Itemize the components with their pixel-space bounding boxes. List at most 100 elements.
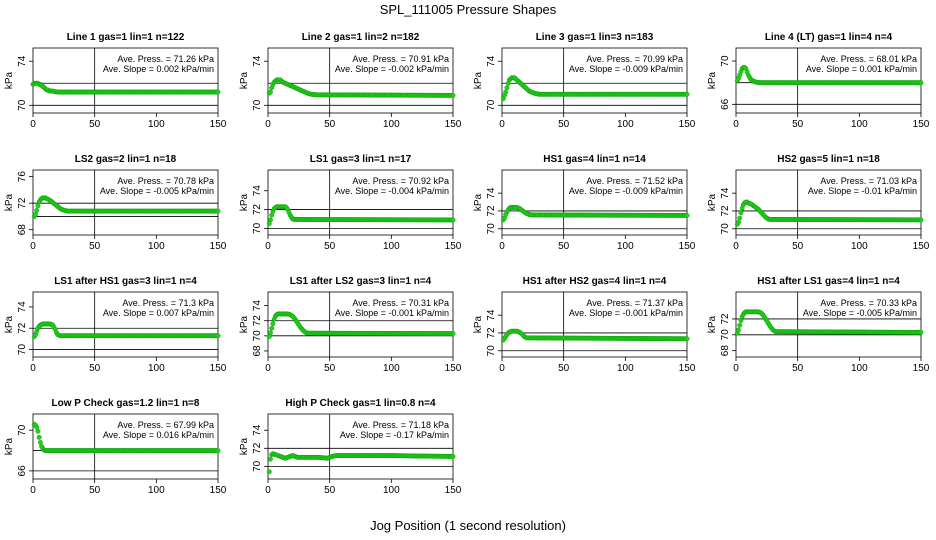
y-tick-label: 66 (17, 465, 28, 477)
panel-title: LS1 after LS2 gas=3 lin=1 n=4 (290, 276, 432, 287)
y-tick-label: 74 (252, 424, 263, 436)
data-point (504, 85, 510, 91)
y-axis-label: kPa (707, 315, 718, 333)
x-tick-label: 0 (265, 485, 271, 496)
data-point (215, 448, 221, 454)
annotation-line-2: Ave. Slope = 0.002 kPa/min (103, 64, 214, 74)
x-tick-label: 150 (210, 485, 227, 496)
data-point (215, 89, 221, 95)
x-tick-label: 0 (30, 485, 36, 496)
panel-title: LS2 gas=2 lin=1 n=18 (75, 154, 177, 165)
data-point (268, 89, 273, 95)
x-tick-label: 50 (792, 363, 804, 374)
x-tick-label: 100 (851, 119, 868, 130)
x-tick-label: 100 (617, 241, 634, 252)
x-tick-label: 0 (265, 363, 271, 374)
y-tick-label: 74 (486, 55, 497, 67)
plot-frame (32, 291, 219, 358)
annotation-line-1: Ave. Press. = 70.91 kPa (352, 54, 449, 64)
y-tick-label: 66 (720, 98, 731, 110)
y-axis-label: kPa (239, 315, 250, 333)
x-tick-label: 100 (383, 485, 400, 496)
x-tick-label: 150 (679, 363, 696, 374)
plot-frame (735, 291, 922, 358)
annotation-line-1: Ave. Press. = 71.18 kPa (352, 420, 449, 430)
data-point (736, 327, 741, 333)
x-tick-label: 150 (445, 119, 462, 130)
y-axis-label: kPa (707, 193, 718, 211)
x-tick-label: 0 (30, 363, 36, 374)
x-tick-label: 50 (324, 241, 336, 252)
x-tick-label: 150 (913, 363, 930, 374)
y-axis-label: kPa (707, 71, 718, 89)
annotation-line-1: Ave. Press. = 71.26 kPa (117, 54, 214, 64)
data-points (734, 309, 924, 336)
plot-frame (32, 169, 219, 236)
data-point (738, 210, 744, 216)
y-axis-label: kPa (239, 437, 250, 455)
x-tick-label: 150 (445, 241, 462, 252)
y-tick-label: 72 (720, 313, 731, 325)
y-tick-label: 74 (17, 55, 28, 67)
data-points (266, 311, 456, 340)
x-tick-label: 50 (89, 119, 101, 130)
annotation-line-2: Ave. Slope = 0.016 kPa/min (103, 430, 214, 440)
data-point (918, 80, 924, 86)
data-point (450, 92, 456, 98)
x-tick-label: 100 (851, 363, 868, 374)
x-tick-label: 0 (499, 363, 505, 374)
y-axis-label: kPa (4, 71, 15, 89)
y-tick-label: 70 (17, 424, 28, 436)
x-tick-label: 150 (445, 485, 462, 496)
x-tick-label: 50 (558, 119, 570, 130)
x-tick-label: 50 (558, 241, 570, 252)
panel-10: LS1 after LS2 gas=3 lin=1 n=4 0 50 100 150 68… (239, 276, 462, 374)
annotation-line-1: Ave. Press. = 70.78 kPa (117, 176, 214, 186)
x-tick-label: 100 (383, 241, 400, 252)
data-point (450, 453, 456, 459)
x-tick-label: 50 (89, 485, 101, 496)
data-points (500, 204, 690, 223)
y-tick-label: 74 (486, 187, 497, 199)
y-tick-label: 72 (252, 204, 263, 216)
data-point (215, 333, 221, 339)
annotation-line-2: Ave. Slope = -0.01 kPa/min (808, 186, 917, 196)
annotation-line-1: Ave. Press. = 71.52 kPa (586, 176, 683, 186)
y-tick-label: 70 (486, 99, 497, 111)
data-point (270, 321, 276, 327)
data-point (37, 439, 43, 445)
data-point (684, 336, 690, 342)
y-tick-label: 68 (720, 345, 731, 357)
x-tick-label: 0 (733, 241, 739, 252)
data-points (734, 65, 924, 86)
x-tick-label: 150 (679, 241, 696, 252)
x-tick-label: 100 (383, 363, 400, 374)
annotation-line-1: Ave. Press. = 70.31 kPa (352, 298, 449, 308)
annotation-line-2: Ave. Slope = -0.009 kPa/min (569, 64, 683, 74)
annotation-line-2: Ave. Slope = -0.009 kPa/min (569, 186, 683, 196)
y-tick-label: 70 (252, 222, 263, 234)
panel-title: Line 2 gas=1 lin=2 n=182 (302, 32, 420, 43)
x-tick-label: 0 (733, 363, 739, 374)
y-tick-label: 70 (486, 345, 497, 357)
x-tick-label: 150 (445, 363, 462, 374)
data-point (736, 220, 741, 225)
plot-frame (267, 413, 454, 480)
data-point (269, 325, 275, 331)
plot-frame (267, 169, 454, 236)
x-tick-label: 100 (617, 363, 634, 374)
annotation-line-1: Ave. Press. = 71.37 kPa (586, 298, 683, 308)
x-tick-label: 50 (324, 485, 336, 496)
y-axis-label: kPa (473, 193, 484, 211)
data-point (450, 331, 456, 337)
data-points (500, 75, 690, 102)
y-axis-label: kPa (4, 437, 15, 455)
y-tick-label: 76 (17, 171, 28, 183)
data-point (684, 91, 690, 97)
y-tick-label: 70 (486, 223, 497, 235)
annotation-line-2: Ave. Slope = -0.004 kPa/min (335, 186, 449, 196)
panel-2: Line 2 gas=1 lin=2 n=182 0 50 100 150 70 74kPa… (239, 32, 462, 130)
panel-9: LS1 after HS1 gas=3 lin=1 n=4 0 50 100 150 70… (4, 276, 227, 374)
y-axis-label: kPa (4, 193, 15, 211)
